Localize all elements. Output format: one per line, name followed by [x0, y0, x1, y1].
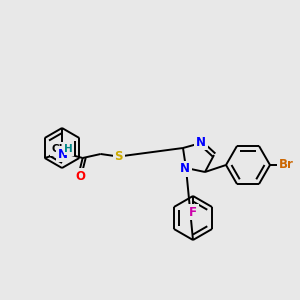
Text: N: N — [58, 148, 68, 160]
Text: H: H — [64, 144, 73, 154]
Text: O: O — [76, 169, 86, 182]
Text: CH₃: CH₃ — [52, 144, 73, 154]
Text: F: F — [189, 206, 197, 218]
Text: Br: Br — [279, 158, 293, 172]
Text: N: N — [180, 163, 190, 176]
Text: N: N — [196, 136, 206, 148]
Text: S: S — [114, 149, 123, 163]
